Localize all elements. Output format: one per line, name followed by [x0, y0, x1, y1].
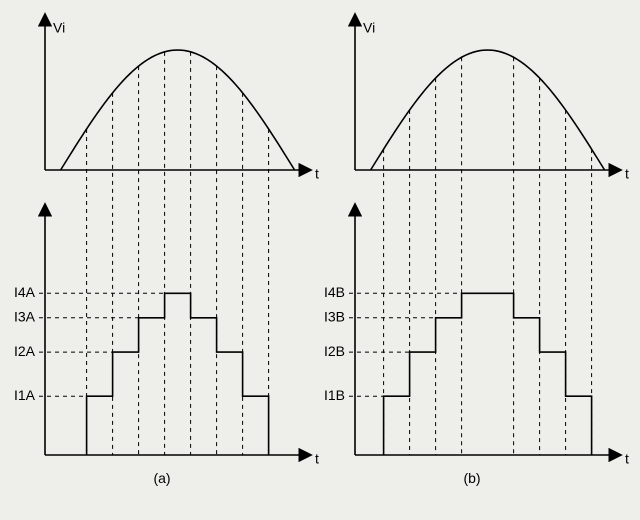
ylabel-a-I4: I4A: [14, 284, 36, 300]
top-b-x-label: t: [625, 166, 629, 182]
ylabel-a-I3: I3A: [14, 309, 36, 325]
caption-b: (b): [463, 470, 480, 486]
bottom-chart-b: t I4B I3B I2B I1B (b): [324, 57, 629, 486]
caption-a: (a): [153, 470, 170, 486]
ylabel-b-I1: I1B: [324, 387, 345, 403]
ylabel-b-I3: I3B: [324, 309, 345, 325]
ylabel-b-I4: I4B: [324, 284, 345, 300]
ylabel-b-I2: I2B: [324, 343, 345, 359]
sine-curve-a: [61, 50, 295, 170]
top-b-y-label: Vi: [363, 19, 375, 35]
top-a-y-label: Vi: [53, 19, 65, 35]
sine-curve-b: [371, 50, 605, 170]
bottom-b-x-label: t: [625, 451, 629, 467]
figure-root: Vi t t I4A I3A I2A I1A (a) Vi t t I4B I3B I2B I1B (b): [0, 0, 640, 520]
top-chart-b: Vi t: [355, 15, 629, 182]
ylabel-a-I1: I1A: [14, 387, 36, 403]
figure-canvas: Vi t t I4A I3A I2A I1A (a) Vi t t I4B I3B I2B I1B (b): [0, 0, 640, 520]
ylabel-a-I2: I2A: [14, 343, 36, 359]
top-a-x-label: t: [315, 166, 319, 182]
bottom-chart-a: t I4A I3A I2A I1A (a): [14, 52, 319, 486]
bottom-a-x-label: t: [315, 451, 319, 467]
